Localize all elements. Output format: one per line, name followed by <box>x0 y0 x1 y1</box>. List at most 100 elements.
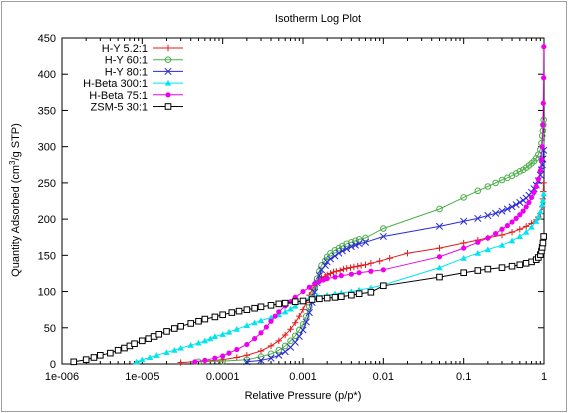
data-point <box>338 247 347 255</box>
data-point <box>539 197 547 203</box>
data-point <box>508 203 516 211</box>
data-point <box>540 122 546 128</box>
data-point <box>516 233 524 240</box>
data-point <box>131 340 138 348</box>
series-5 <box>70 233 547 366</box>
data-point <box>338 273 344 279</box>
data-point <box>226 350 232 356</box>
data-point <box>522 260 530 267</box>
data-point <box>164 67 172 75</box>
data-point <box>195 339 202 346</box>
data-point <box>367 260 375 267</box>
data-point <box>533 218 540 224</box>
y-axis-label: Quantity Adsorbed (cm3/g STP) <box>8 123 22 277</box>
data-point <box>276 309 282 315</box>
data-point <box>537 208 544 215</box>
data-point <box>351 241 360 249</box>
data-point <box>343 240 351 248</box>
data-point <box>343 265 350 272</box>
data-point <box>267 350 275 358</box>
data-point <box>177 359 184 366</box>
data-point <box>484 246 492 253</box>
data-point <box>295 332 303 341</box>
data-point <box>281 348 289 356</box>
data-point <box>187 320 194 327</box>
data-point <box>348 291 355 299</box>
data-point <box>367 288 375 296</box>
data-point <box>275 351 283 359</box>
data-point <box>219 311 226 319</box>
data-point <box>538 157 545 163</box>
data-point <box>362 261 369 268</box>
data-point <box>323 294 331 302</box>
data-point <box>333 268 340 275</box>
data-point <box>267 354 275 362</box>
x-tick-label: 1e-006 <box>45 371 79 383</box>
data-point <box>368 268 374 274</box>
data-point <box>498 241 506 248</box>
data-point <box>296 312 303 320</box>
data-point <box>355 290 363 298</box>
data-point <box>519 196 527 204</box>
data-point <box>292 302 299 309</box>
legend-label: H-Y 60:1 <box>105 55 148 67</box>
data-point <box>484 265 492 273</box>
data-point <box>257 347 265 355</box>
data-point <box>539 201 546 208</box>
data-point <box>436 244 443 252</box>
data-point <box>299 297 307 305</box>
y-tick-label: 100 <box>38 287 56 299</box>
data-point <box>139 337 146 345</box>
data-point <box>201 315 209 323</box>
data-point <box>318 262 325 269</box>
data-point <box>330 268 337 276</box>
data-point <box>516 226 524 233</box>
data-point <box>82 356 90 363</box>
data-point <box>526 199 532 206</box>
data-point <box>326 255 335 263</box>
data-point <box>508 237 516 244</box>
data-point <box>287 305 294 312</box>
data-point <box>267 342 275 350</box>
data-point <box>272 313 278 319</box>
data-point <box>211 313 219 321</box>
data-point <box>163 349 170 355</box>
data-point <box>281 342 289 350</box>
data-point <box>316 267 323 275</box>
legend-entry: H-Beta 300:1 <box>83 78 183 90</box>
data-point <box>523 204 529 210</box>
data-point <box>163 328 170 335</box>
data-point <box>379 232 387 241</box>
data-point <box>164 103 172 110</box>
data-point <box>540 233 547 240</box>
data-point <box>303 312 310 320</box>
data-point <box>474 267 482 274</box>
data-point <box>485 235 491 241</box>
x-tick-label: 0.0001 <box>206 371 240 383</box>
legend-label: H-Beta 300:1 <box>83 78 148 90</box>
data-point <box>357 262 365 269</box>
data-point <box>165 92 171 98</box>
data-point <box>257 303 265 311</box>
data-point <box>354 263 361 270</box>
y-tick-label: 200 <box>38 214 56 226</box>
data-point <box>361 238 370 246</box>
data-point <box>299 306 307 313</box>
data-point <box>177 344 184 351</box>
data-point <box>376 257 383 265</box>
data-point <box>321 261 329 270</box>
data-point <box>302 318 310 326</box>
data-point <box>386 255 393 262</box>
data-point <box>474 187 482 195</box>
data-point <box>281 299 289 307</box>
legend-entry: H-Y 5.2:1 <box>102 43 183 55</box>
data-point <box>522 228 530 235</box>
data-point <box>541 75 547 81</box>
data-point <box>251 304 258 312</box>
y-tick-label: 250 <box>38 178 56 190</box>
data-point <box>300 288 306 295</box>
data-point <box>539 144 545 150</box>
data-point <box>380 267 386 273</box>
legend-entry: H-Beta 75:1 <box>89 90 183 102</box>
